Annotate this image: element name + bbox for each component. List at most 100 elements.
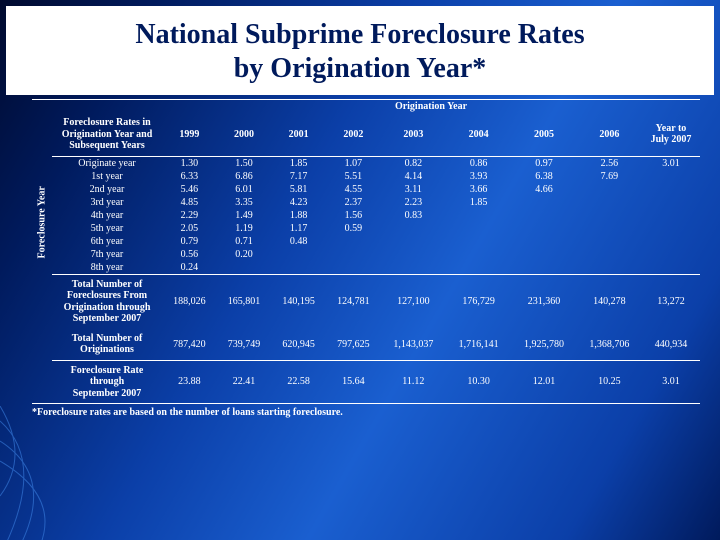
title-line-2: by Origination Year* <box>234 53 487 84</box>
cell <box>642 209 700 222</box>
cell: 13,272 <box>642 274 700 329</box>
cell: 1.85 <box>446 196 511 209</box>
title-block: National Subprime Foreclosure Rates by O… <box>6 6 714 95</box>
cell <box>642 261 700 275</box>
row-label: Originate year <box>52 156 162 170</box>
cell: 2.05 <box>162 222 217 235</box>
cell: 176,729 <box>446 274 511 329</box>
cell: 0.86 <box>446 156 511 170</box>
cell <box>446 248 511 261</box>
cell: 4.23 <box>271 196 326 209</box>
cell: 6.01 <box>217 183 272 196</box>
row-header-block: Foreclosure Rates inOrigination Year and… <box>52 113 162 156</box>
cell: 620,945 <box>271 329 326 361</box>
cell: 3.11 <box>381 183 446 196</box>
cell <box>381 222 446 235</box>
cell: 0.79 <box>162 235 217 248</box>
cell: 3.01 <box>642 156 700 170</box>
cell: 6.33 <box>162 170 217 183</box>
cell: 0.20 <box>217 248 272 261</box>
cell: 797,625 <box>326 329 381 361</box>
cell: 1.07 <box>326 156 381 170</box>
cell: 5.51 <box>326 170 381 183</box>
cell: 4.55 <box>326 183 381 196</box>
cell <box>511 222 576 235</box>
cell: 188,026 <box>162 274 217 329</box>
row-label: 8th year <box>52 261 162 275</box>
total-foreclosures-label: Total Number ofForeclosures FromOriginat… <box>52 274 162 329</box>
cell: 12.01 <box>511 360 576 404</box>
cell: 1.85 <box>271 156 326 170</box>
row-label: 1st year <box>52 170 162 183</box>
cell <box>577 261 642 275</box>
cell: 0.56 <box>162 248 217 261</box>
cell <box>577 183 642 196</box>
cell: 7.17 <box>271 170 326 183</box>
cell: 3.01 <box>642 360 700 404</box>
cell: 3.35 <box>217 196 272 209</box>
cell <box>326 235 381 248</box>
cell: 1.17 <box>271 222 326 235</box>
cell <box>642 183 700 196</box>
cell: 10.30 <box>446 360 511 404</box>
row-label: 6th year <box>52 235 162 248</box>
cell <box>381 261 446 275</box>
col-2003: 2003 <box>381 113 446 156</box>
cell <box>446 209 511 222</box>
col-2000: 2000 <box>217 113 272 156</box>
row-label: 2nd year <box>52 183 162 196</box>
cell: 5.46 <box>162 183 217 196</box>
cell: 2.29 <box>162 209 217 222</box>
cell <box>642 235 700 248</box>
cell: 4.14 <box>381 170 446 183</box>
row-label: 5th year <box>52 222 162 235</box>
row-label: 4th year <box>52 209 162 222</box>
col-2002: 2002 <box>326 113 381 156</box>
cell <box>577 235 642 248</box>
cell: 1.50 <box>217 156 272 170</box>
cell <box>511 235 576 248</box>
cell: 1,143,037 <box>381 329 446 361</box>
cell <box>577 209 642 222</box>
cell: 124,781 <box>326 274 381 329</box>
cell: 2.56 <box>577 156 642 170</box>
cell <box>326 261 381 275</box>
cell <box>271 261 326 275</box>
cell: 0.97 <box>511 156 576 170</box>
col-2005: 2005 <box>511 113 576 156</box>
cell <box>511 196 576 209</box>
corner-decoration <box>0 406 90 540</box>
content-area: Foreclosure Year Origination Year Forecl… <box>0 95 720 422</box>
cell: 787,420 <box>162 329 217 361</box>
cell: 440,934 <box>642 329 700 361</box>
row-label: 7th year <box>52 248 162 261</box>
cell: 5.81 <box>271 183 326 196</box>
cell: 127,100 <box>381 274 446 329</box>
cell: 140,278 <box>577 274 642 329</box>
cell: 1,368,706 <box>577 329 642 361</box>
slide-title: National Subprime Foreclosure Rates by O… <box>36 18 684 85</box>
cell: 11.12 <box>381 360 446 404</box>
cell: 1,716,141 <box>446 329 511 361</box>
cell <box>577 222 642 235</box>
slide: National Subprime Foreclosure Rates by O… <box>0 6 720 540</box>
cell <box>511 261 576 275</box>
cell <box>642 248 700 261</box>
cell <box>326 248 381 261</box>
cell: 0.59 <box>326 222 381 235</box>
cell: 23.88 <box>162 360 217 404</box>
cell: 3.93 <box>446 170 511 183</box>
cell: 1.30 <box>162 156 217 170</box>
cell: 140,195 <box>271 274 326 329</box>
cell: 3.66 <box>446 183 511 196</box>
cell <box>511 209 576 222</box>
cell: 1.49 <box>217 209 272 222</box>
cell: 15.64 <box>326 360 381 404</box>
cell: 4.66 <box>511 183 576 196</box>
cell <box>446 261 511 275</box>
total-originations-label: Total Number ofOriginations <box>52 329 162 361</box>
cell: 1.88 <box>271 209 326 222</box>
cell: 22.41 <box>217 360 272 404</box>
row-label: 3rd year <box>52 196 162 209</box>
cell <box>642 196 700 209</box>
